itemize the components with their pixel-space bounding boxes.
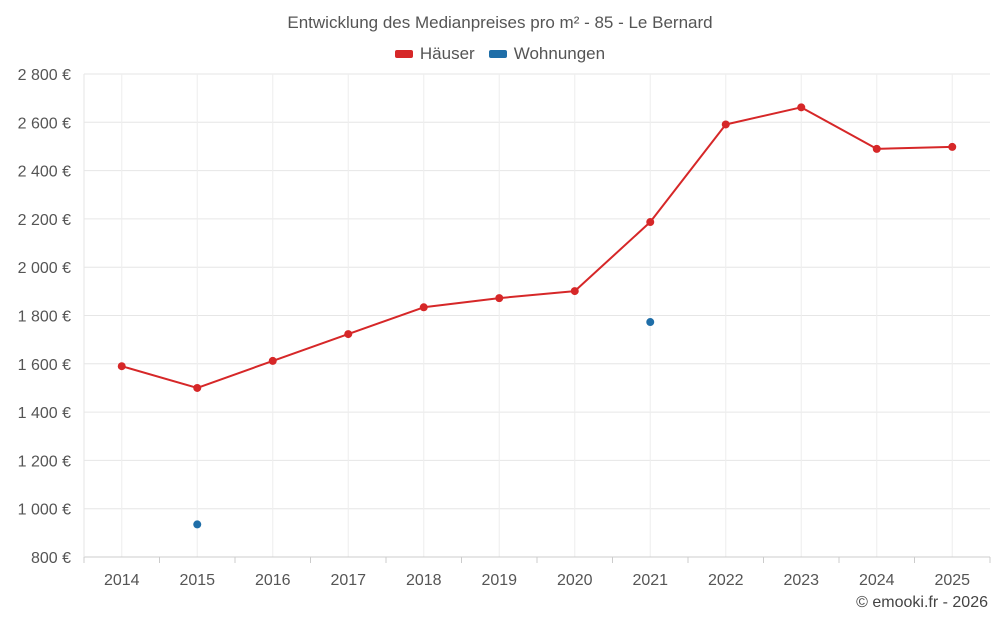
data-point-haeuser-2017 <box>344 330 353 339</box>
data-point-haeuser-2014 <box>117 362 126 371</box>
legend-item-wohnungen[interactable]: Wohnungen <box>488 44 606 64</box>
x-tick-label: 2021 <box>632 572 668 589</box>
data-point-haeuser-2025 <box>948 142 957 151</box>
y-tick-label: 2 200 € <box>18 212 71 229</box>
legend-label-wohnungen: Wohnungen <box>513 44 606 63</box>
legend-swatch-wohnungen <box>488 50 507 58</box>
x-tick-label: 2025 <box>934 572 970 589</box>
legend-swatch-haeuser <box>394 50 413 58</box>
copyright-credit: © emooki.fr - 2026 <box>856 594 988 611</box>
x-tick-label: 2016 <box>255 572 291 589</box>
legend-label-haeuser: Häuser <box>419 44 475 63</box>
x-tick-label: 2019 <box>481 572 517 589</box>
chart-title: Entwicklung des Medianpreises pro m² - 8… <box>287 13 713 32</box>
y-tick-label: 800 € <box>31 550 71 567</box>
y-tick-label: 1 000 € <box>18 502 71 519</box>
y-tick-label: 1 800 € <box>18 309 71 326</box>
x-tick-label: 2018 <box>406 572 442 589</box>
y-tick-label: 1 400 € <box>18 405 71 422</box>
data-point-haeuser-2021 <box>646 218 655 227</box>
data-point-haeuser-2024 <box>872 144 881 153</box>
data-point-haeuser-2023 <box>797 103 806 112</box>
y-tick-label: 1 200 € <box>18 453 71 470</box>
legend-item-haeuser[interactable]: Häuser <box>394 44 475 64</box>
x-tick-label: 2023 <box>783 572 819 589</box>
x-tick-label: 2022 <box>708 572 744 589</box>
data-point-haeuser-2019 <box>495 294 504 303</box>
x-tick-label: 2017 <box>330 572 366 589</box>
data-point-wohnungen-2021 <box>646 318 655 327</box>
y-tick-label: 2 400 € <box>18 164 71 181</box>
x-tick-label: 2024 <box>859 572 895 589</box>
series-line-haeuser <box>121 106 953 389</box>
x-tick-label: 2015 <box>179 572 215 589</box>
x-tick-label: 2014 <box>104 572 140 589</box>
x-tick-label: 2020 <box>557 572 593 589</box>
data-point-haeuser-2018 <box>419 303 428 312</box>
data-point-haeuser-2020 <box>570 287 579 296</box>
y-tick-label: 2 800 € <box>18 67 71 84</box>
data-point-haeuser-2022 <box>721 120 730 129</box>
y-tick-label: 1 600 € <box>18 357 71 374</box>
y-tick-label: 2 600 € <box>18 115 71 132</box>
y-tick-label: 2 000 € <box>18 260 71 277</box>
legend: Häuser Wohnungen <box>0 44 1000 64</box>
data-point-haeuser-2016 <box>268 356 277 365</box>
data-point-wohnungen-2015 <box>193 520 202 529</box>
data-point-haeuser-2015 <box>193 383 202 392</box>
